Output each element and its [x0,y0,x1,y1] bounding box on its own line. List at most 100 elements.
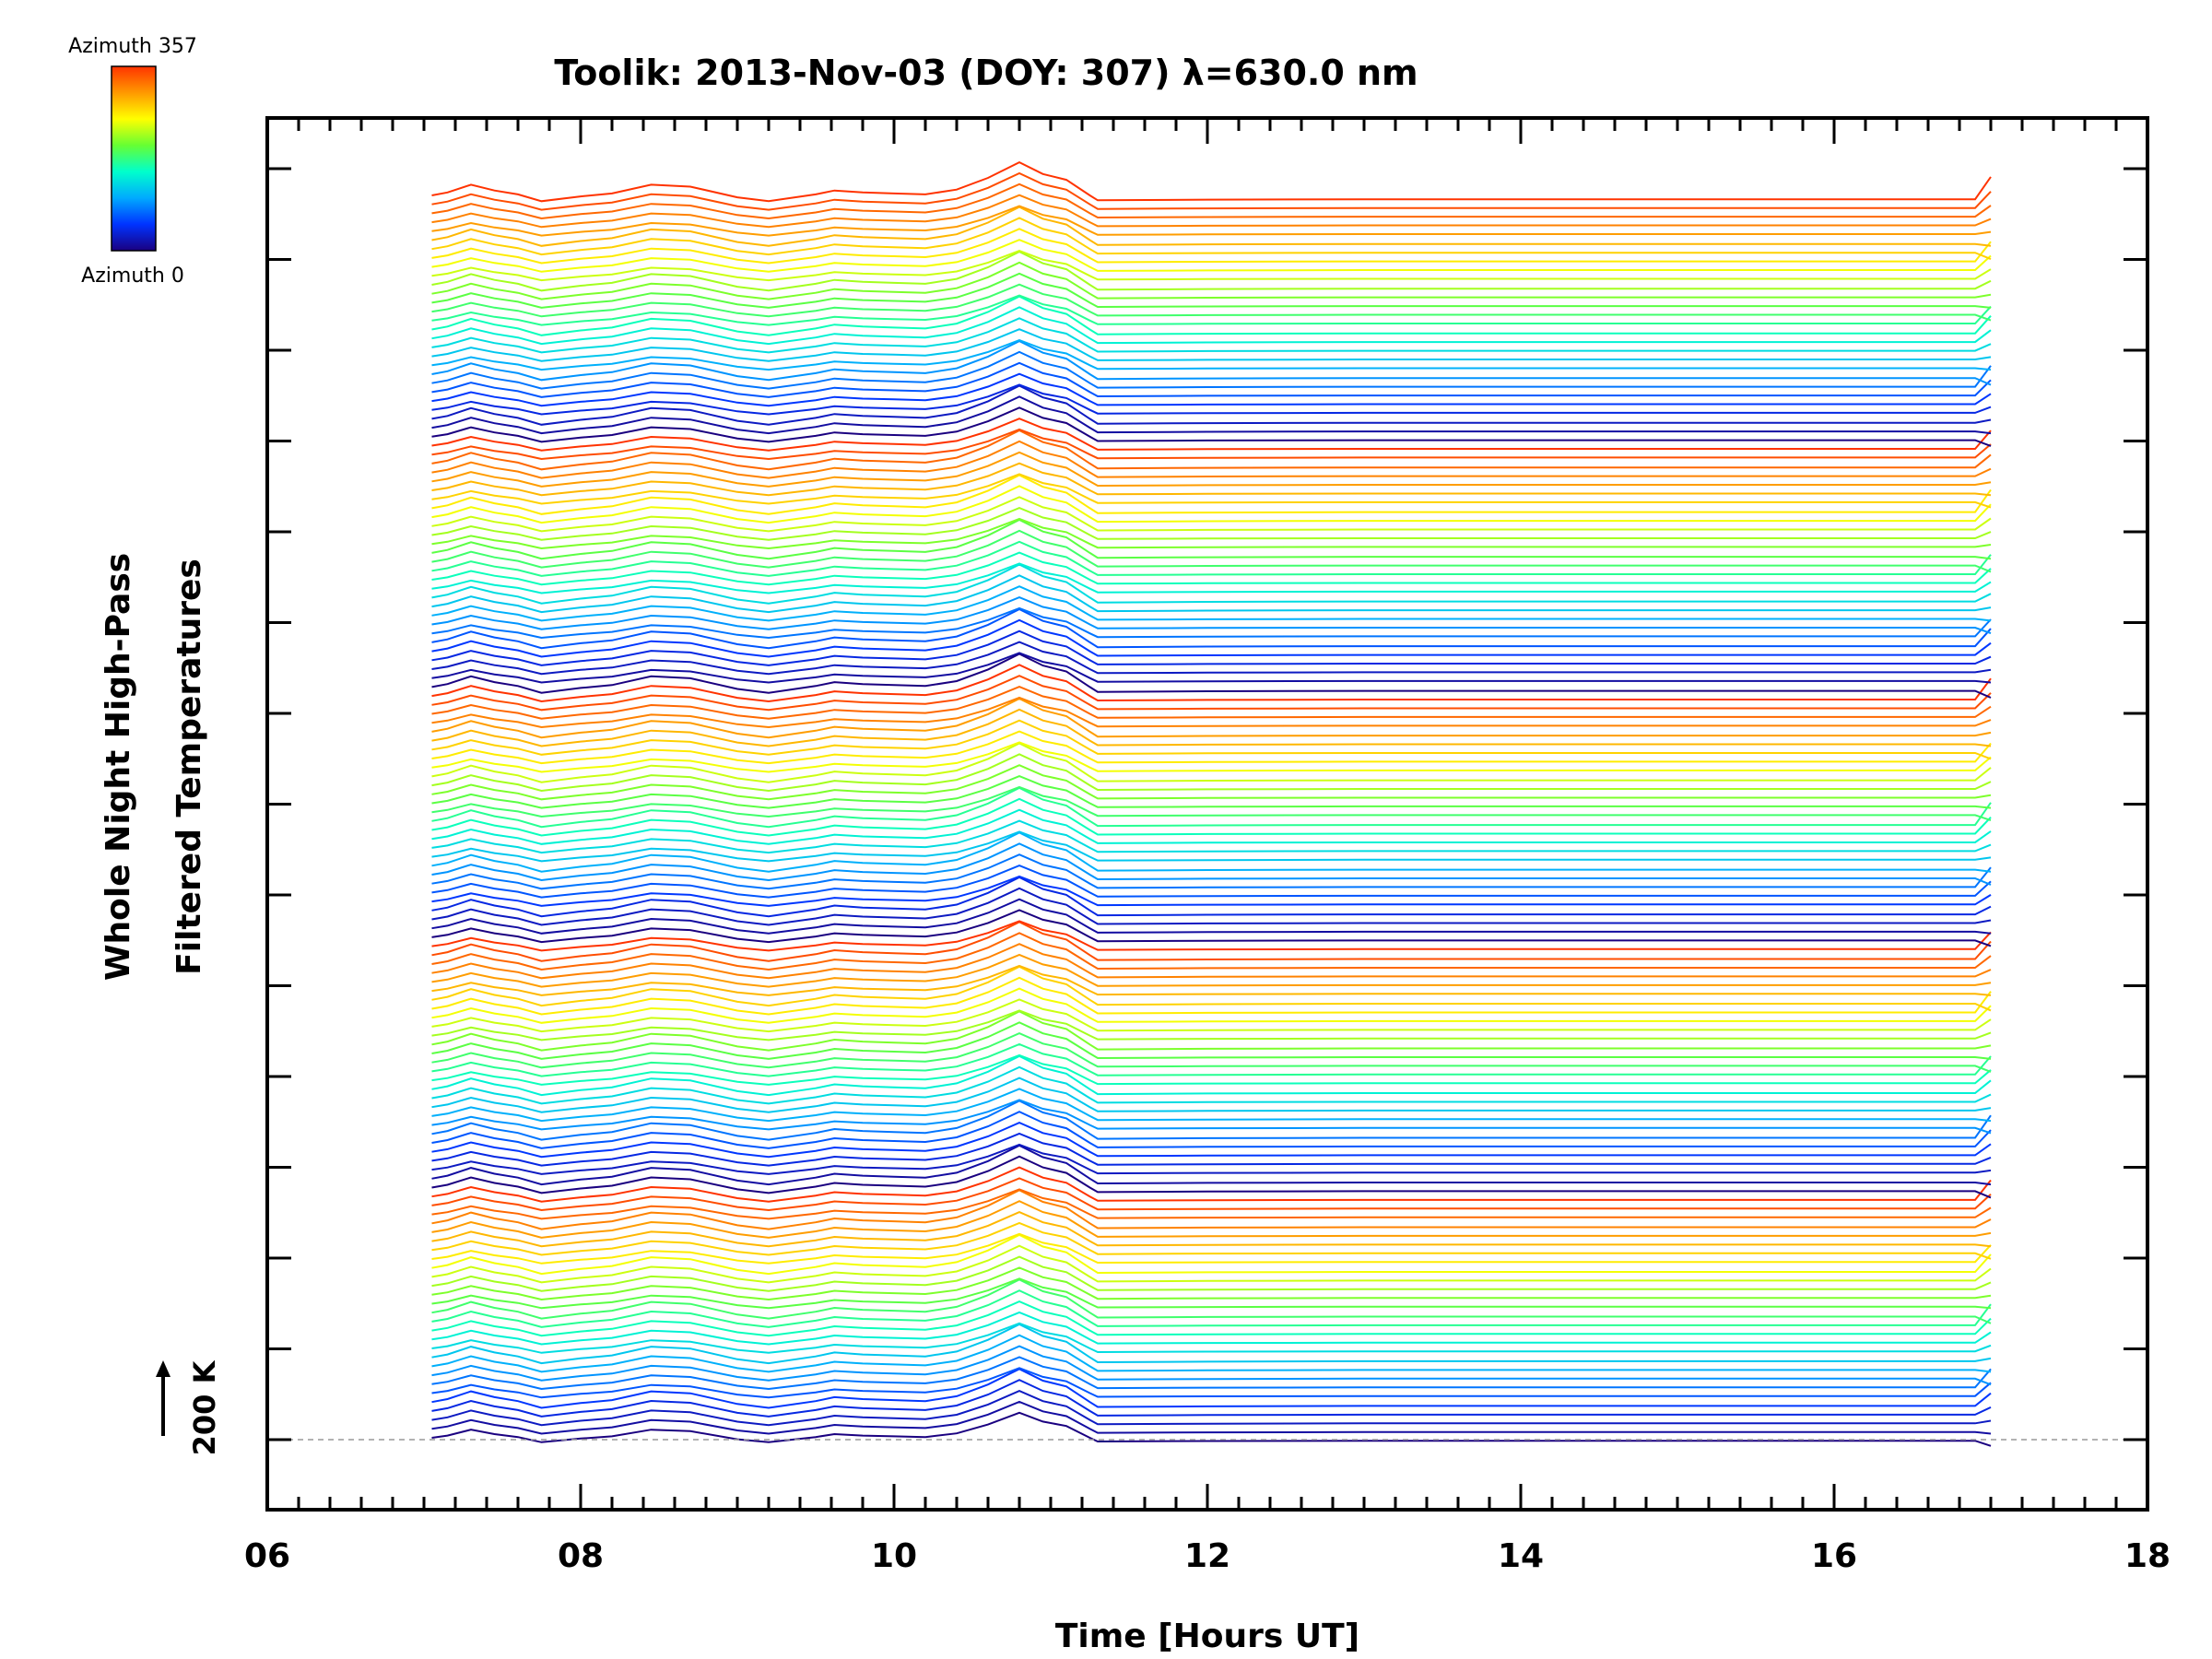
series-line [431,876,1992,918]
series-line [431,328,1992,362]
series-line [431,865,1992,899]
series-line [431,1166,1992,1203]
y-axis-label-line1: Whole Night High-Pass [100,553,137,981]
series-line [431,965,1992,1012]
series-line [431,921,1992,962]
series-line [431,1077,1992,1113]
series-line [431,830,1992,863]
series-line [431,797,1992,837]
series-line [431,987,1992,1024]
series-line [431,887,1992,926]
scale-arrowhead [156,1360,171,1377]
series-line [431,786,1992,829]
series-line [431,261,1992,300]
series-line [431,339,1992,386]
series-line [431,1289,1992,1328]
series-line [431,1277,1992,1310]
scale-marker: 200 K [156,1359,222,1455]
series-line [431,473,1992,509]
series-line [431,696,1992,729]
series-line [431,1100,1992,1141]
series-line [431,1278,1992,1324]
series-line [431,1221,1992,1260]
series-line [431,943,1992,980]
series-line [431,339,1992,371]
series-line [431,775,1992,809]
series-line [431,618,1992,658]
series-line [431,664,1992,703]
series-line [431,1042,1992,1077]
series-line [431,953,1992,988]
series-line [431,496,1992,533]
x-tick-label: 16 [1811,1537,1857,1575]
series-line [431,1132,1992,1167]
series-line [431,206,1992,247]
series-line [431,1143,1992,1175]
series-line [431,831,1992,873]
series-line [431,1368,1992,1409]
series-line [431,317,1992,354]
series-line [431,217,1992,261]
series-line [431,182,1992,220]
series-line [431,1400,1992,1435]
x-tick-label: 10 [871,1537,917,1575]
series-line [431,909,1992,947]
series-line [431,808,1992,845]
series-line [431,529,1992,573]
series-line [431,998,1992,1033]
series-line [431,384,1992,426]
series-line [431,372,1992,407]
series-line [431,171,1992,211]
series-line [431,1144,1992,1186]
series-line [431,1255,1992,1292]
series-line [431,730,1992,765]
series-line [431,932,1992,971]
series-line [431,1021,1992,1060]
colorbar-bottom-label: Azimuth 0 [81,265,184,288]
series-line [431,1244,1992,1284]
series-line [431,350,1992,390]
series-line [431,606,1992,640]
series-line [431,429,1992,471]
series-line [431,686,1992,720]
colorbar: Azimuth 357 Azimuth 0 [68,35,197,288]
series-line [431,1189,1992,1230]
series-line [431,1390,1992,1427]
scale-label: 200 K [187,1359,222,1455]
series-line [431,574,1992,614]
series-line [431,920,1992,952]
series-line [431,294,1992,326]
y-axis-label: Whole Night High-Pass Filtered Temperatu… [100,553,208,981]
series-line [431,1232,1992,1265]
series-line [431,1054,1992,1097]
y-axis-label-line2: Filtered Temperatures [171,559,208,975]
series-line [431,708,1992,747]
series-line [431,1323,1992,1365]
series-line [431,1356,1992,1391]
series-line [431,1122,1992,1159]
series-line [431,451,1992,488]
series-line [431,653,1992,699]
series-line [431,1065,1992,1105]
series-line [431,306,1992,346]
series-line [431,462,1992,497]
series-line [431,1367,1992,1399]
series-line [431,485,1992,524]
series-line [431,819,1992,854]
ticks-layer [267,118,2147,1510]
series-line [431,1111,1992,1149]
x-tick-label: 06 [244,1537,290,1575]
series-line [431,741,1992,773]
series-line [431,1099,1992,1135]
series-line [431,272,1992,309]
series-line [431,507,1992,541]
series-line [431,1334,1992,1373]
series-line [431,842,1992,886]
series-line [431,976,1992,1016]
series-line [431,361,1992,398]
series-line [431,540,1992,577]
x-tick-label: 18 [2124,1537,2171,1575]
series-line [431,1200,1992,1239]
series-line [431,1188,1992,1220]
series-line [431,875,1992,907]
